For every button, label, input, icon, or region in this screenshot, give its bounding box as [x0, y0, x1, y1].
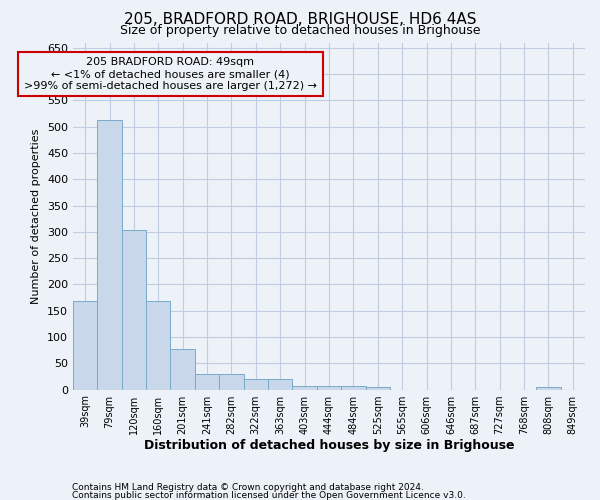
Text: 205, BRADFORD ROAD, BRIGHOUSE, HD6 4AS: 205, BRADFORD ROAD, BRIGHOUSE, HD6 4AS [124, 12, 476, 28]
Text: Size of property relative to detached houses in Brighouse: Size of property relative to detached ho… [120, 24, 480, 37]
Bar [219, 374, 244, 390]
Bar [195, 374, 219, 390]
Text: Contains public sector information licensed under the Open Government Licence v3: Contains public sector information licen… [72, 490, 466, 500]
Bar [97, 120, 122, 390]
Y-axis label: Number of detached properties: Number of detached properties [31, 128, 41, 304]
Bar [317, 386, 341, 390]
Text: Contains HM Land Registry data © Crown copyright and database right 2024.: Contains HM Land Registry data © Crown c… [72, 484, 424, 492]
Bar [536, 387, 560, 390]
X-axis label: Distribution of detached houses by size in Brighouse: Distribution of detached houses by size … [144, 440, 514, 452]
Bar [122, 230, 146, 390]
Bar [244, 379, 268, 390]
Bar [146, 301, 170, 390]
Bar [341, 386, 365, 390]
Bar [365, 387, 390, 390]
Bar [73, 301, 97, 390]
Text: 205 BRADFORD ROAD: 49sqm
← <1% of detached houses are smaller (4)
>99% of semi-d: 205 BRADFORD ROAD: 49sqm ← <1% of detach… [24, 58, 317, 90]
Bar [292, 386, 317, 390]
Bar [170, 348, 195, 390]
Bar [268, 379, 292, 390]
